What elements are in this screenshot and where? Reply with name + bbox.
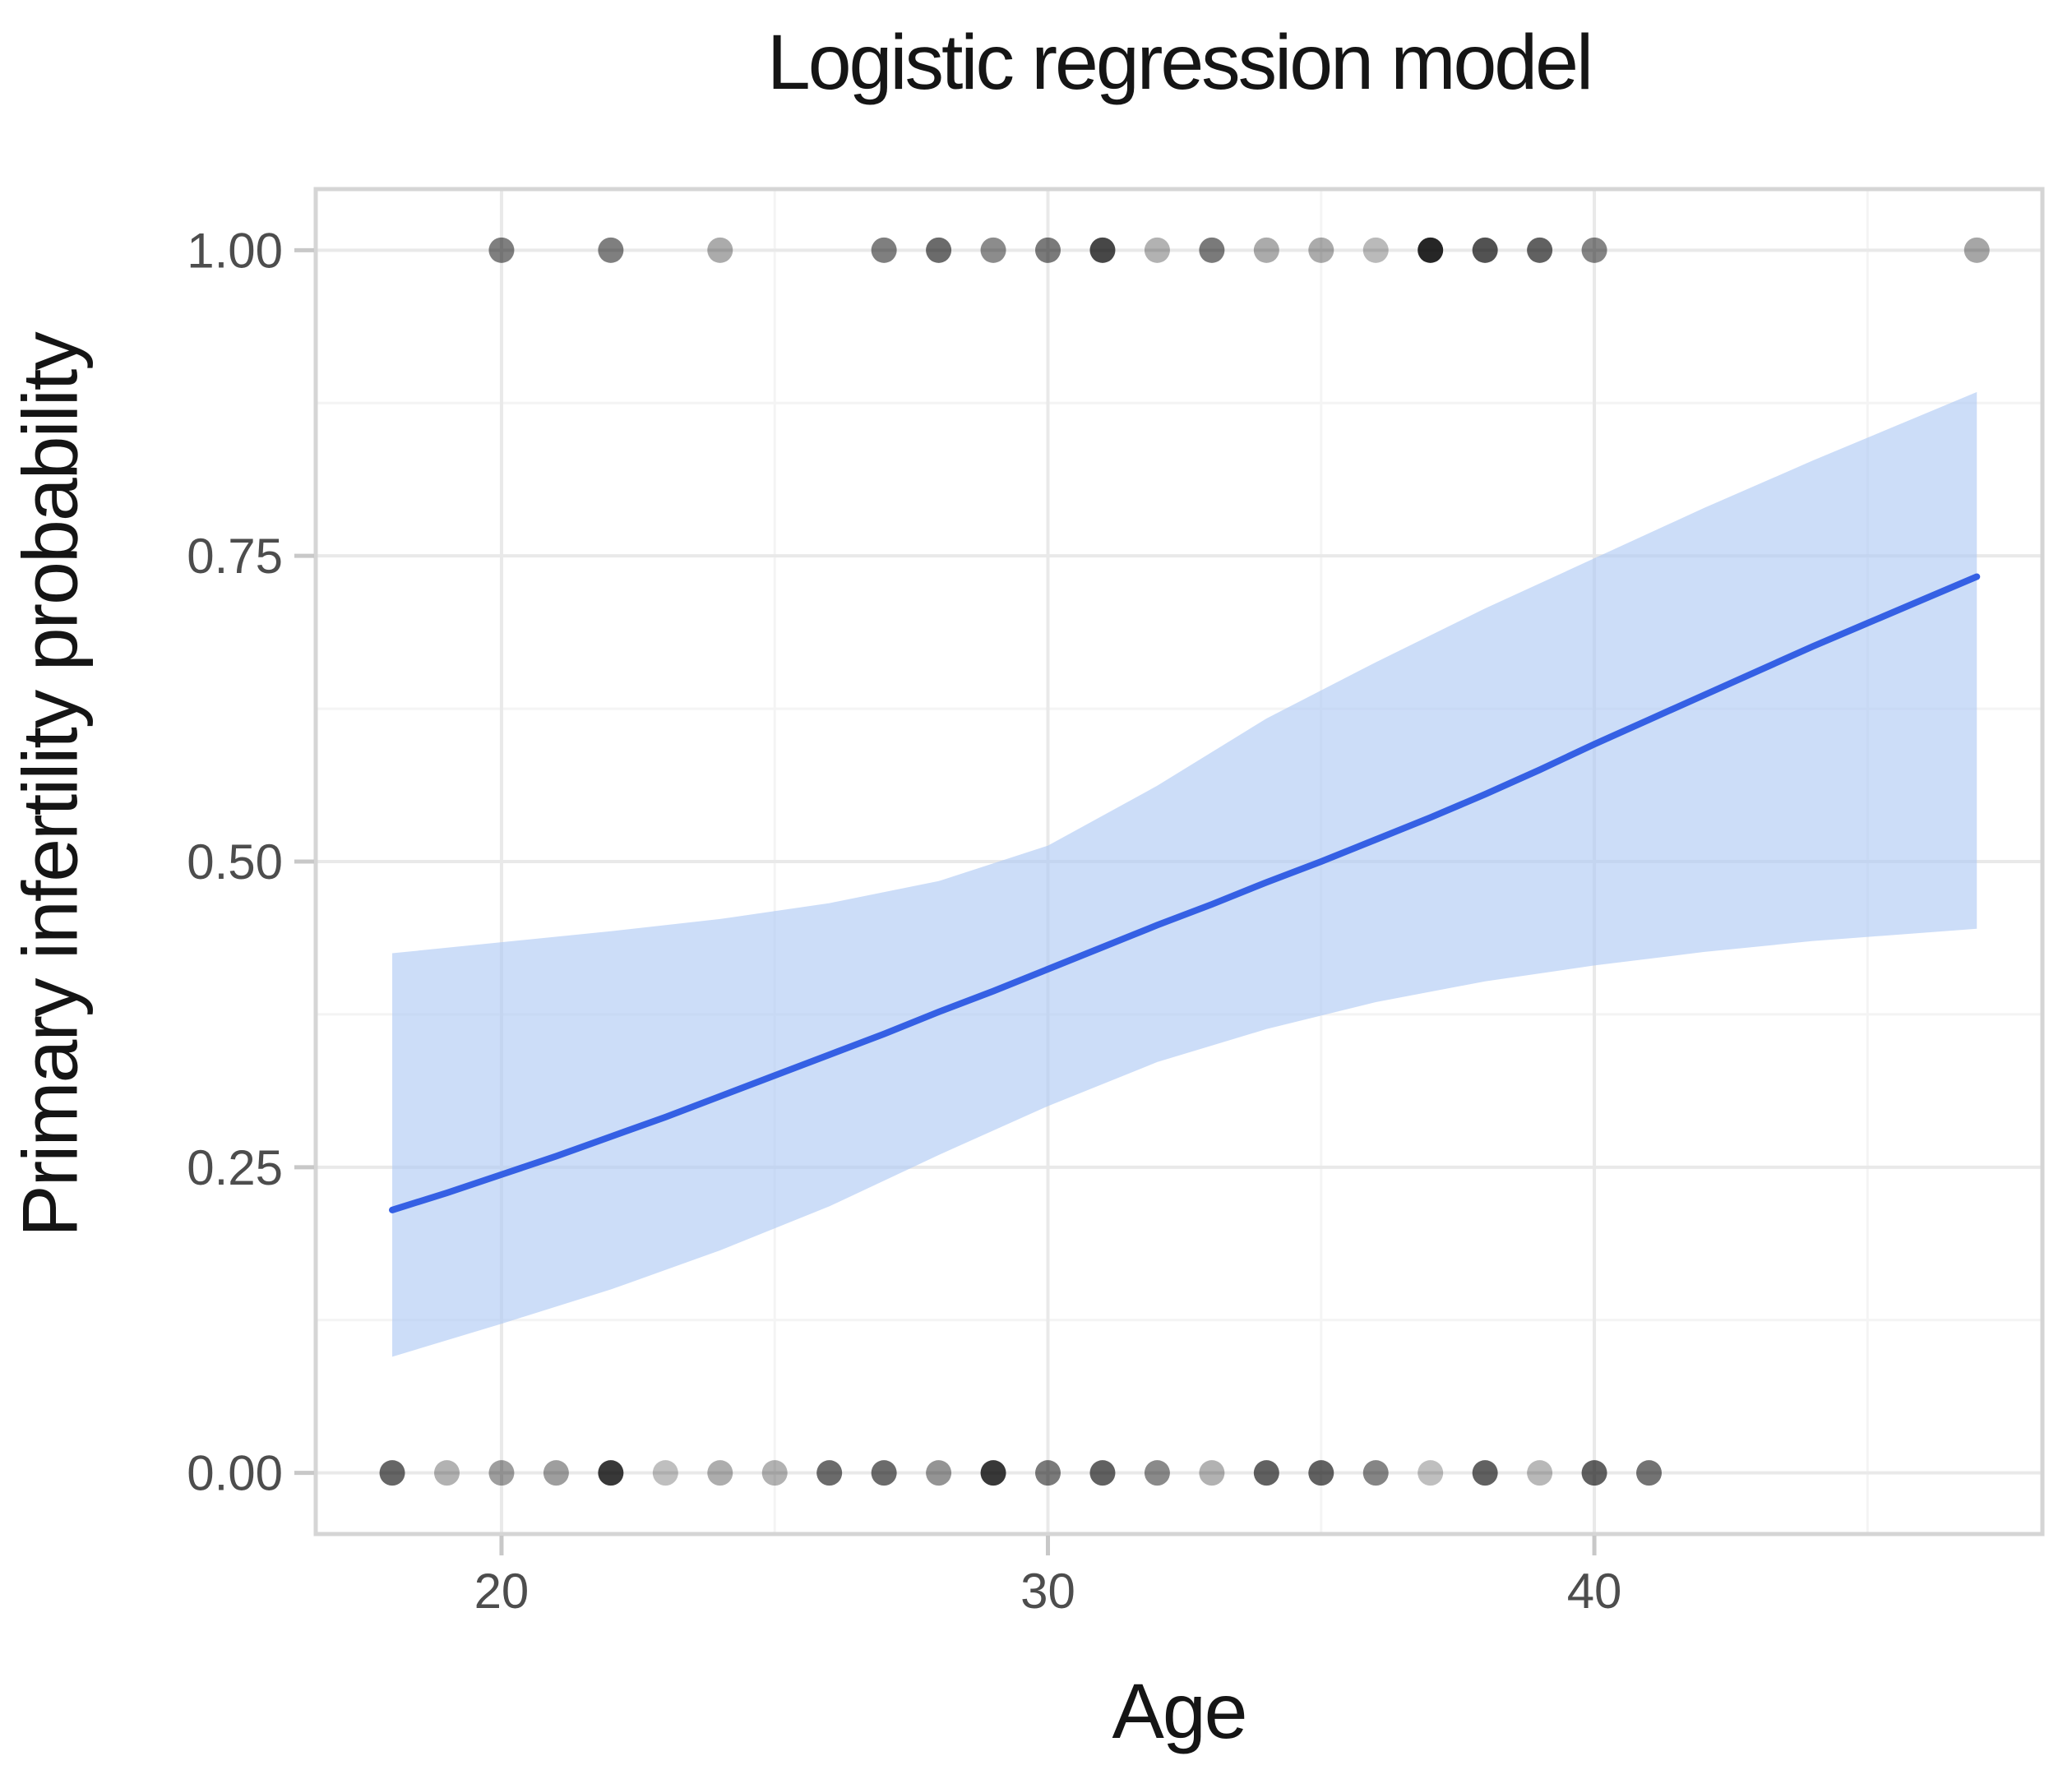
data-point	[1253, 1460, 1279, 1486]
data-point	[1089, 237, 1116, 263]
data-point	[379, 1460, 405, 1486]
x-tick-label: 20	[474, 1564, 530, 1619]
data-point	[1362, 237, 1389, 263]
panel-border	[313, 187, 2045, 1536]
data-point	[1144, 1460, 1170, 1486]
data-point	[871, 237, 897, 263]
x-tick-label: 40	[1567, 1564, 1622, 1619]
data-point	[1472, 1460, 1498, 1486]
data-point	[543, 1460, 569, 1486]
data-point	[433, 1460, 460, 1486]
data-point	[1144, 237, 1170, 263]
data-point	[1035, 1460, 1061, 1486]
data-point	[1636, 1460, 1663, 1486]
y-tick-label: 0.25	[187, 1140, 283, 1195]
y-tick-label: 0.75	[187, 529, 283, 584]
data-point	[598, 237, 624, 263]
y-tick-label: 0.00	[187, 1446, 283, 1501]
data-point	[652, 1460, 678, 1486]
data-point	[1253, 237, 1279, 263]
data-point	[1418, 1460, 1444, 1486]
fitted-line	[389, 573, 1981, 1213]
data-point	[980, 237, 1006, 263]
data-point	[1199, 237, 1225, 263]
data-point	[1199, 1460, 1225, 1486]
data-point	[1035, 237, 1061, 263]
data-point	[1418, 237, 1444, 263]
data-point	[1089, 1460, 1116, 1486]
data-point	[1963, 237, 1990, 263]
data-point	[598, 1460, 624, 1486]
y-tick-label: 1.00	[187, 223, 283, 278]
data-point	[1527, 237, 1553, 263]
data-point	[871, 1460, 897, 1486]
chart-title: Logistic regression model	[766, 19, 1593, 106]
data-point	[707, 1460, 733, 1486]
data-point	[1308, 1460, 1334, 1486]
data-point	[1362, 1460, 1389, 1486]
data-point	[1581, 237, 1607, 263]
data-point	[488, 237, 515, 263]
data-point	[980, 1460, 1006, 1486]
data-point	[1472, 237, 1498, 263]
data-point	[707, 237, 733, 263]
data-point	[761, 1460, 788, 1486]
data-point	[1308, 237, 1334, 263]
x-axis-title: Age	[1112, 1668, 1247, 1755]
y-tick-label: 0.50	[187, 834, 283, 890]
data-point	[816, 1460, 843, 1486]
data-point	[926, 237, 952, 263]
data-point	[1527, 1460, 1553, 1486]
x-tick-label: 30	[1020, 1564, 1075, 1619]
data-point	[1581, 1460, 1607, 1486]
data-point	[488, 1460, 515, 1486]
confidence-ribbon	[392, 391, 1977, 1357]
data-point	[926, 1460, 952, 1486]
